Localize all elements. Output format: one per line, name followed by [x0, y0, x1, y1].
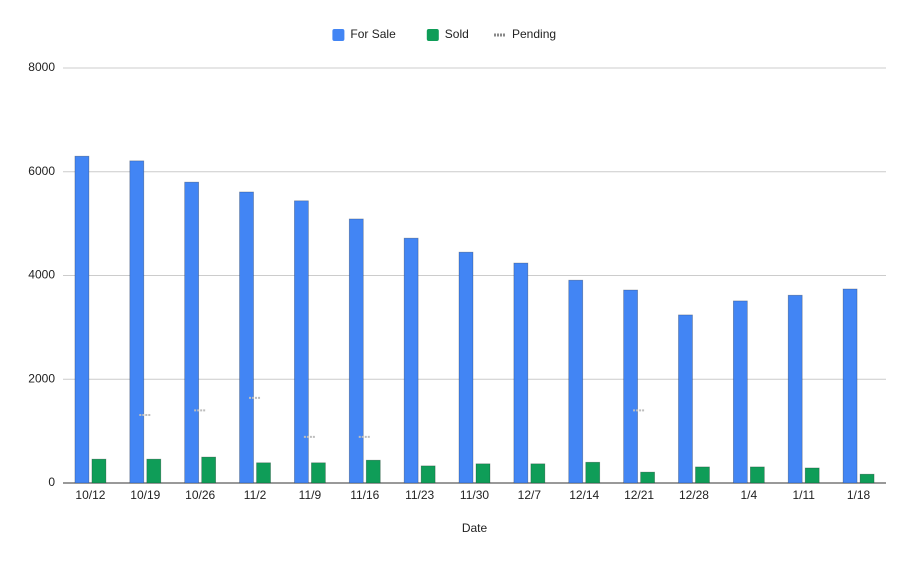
x-tick-label: 11/16 — [350, 488, 379, 502]
legend-label: Pending — [512, 27, 556, 41]
bar — [530, 463, 546, 484]
bar — [695, 466, 710, 484]
bar — [294, 200, 309, 484]
bar — [239, 191, 254, 484]
bar — [256, 462, 271, 484]
bar — [585, 461, 601, 484]
x-tick-label: 12/28 — [679, 488, 709, 502]
x-tick-label: 11/23 — [405, 488, 434, 502]
legend-swatch — [426, 29, 439, 41]
bar — [623, 289, 638, 484]
bar — [129, 160, 145, 484]
bar — [475, 463, 491, 484]
bar — [146, 458, 162, 484]
x-tick-label: 1/11 — [792, 488, 815, 502]
legend-label: For Sale — [350, 27, 396, 41]
bar — [365, 459, 381, 484]
x-tick-label: 12/7 — [518, 488, 542, 502]
x-tick-label: 10/26 — [185, 488, 215, 502]
y-tick-label: 2000 — [28, 371, 55, 385]
bar — [732, 300, 748, 484]
bar — [201, 456, 217, 484]
x-tick-label: 1/18 — [847, 488, 871, 502]
bar — [678, 314, 693, 484]
bar — [403, 237, 419, 484]
x-tick-label: 10/19 — [130, 488, 160, 502]
bar — [311, 462, 326, 484]
y-tick-label: 6000 — [28, 164, 55, 178]
bar — [568, 279, 584, 484]
y-tick-label: 4000 — [28, 268, 55, 282]
bar — [787, 294, 803, 484]
bar — [74, 155, 90, 484]
bar — [749, 466, 765, 484]
bar — [804, 467, 820, 484]
bar — [458, 251, 474, 484]
y-tick-label: 0 — [48, 475, 55, 489]
x-axis-label: Date — [462, 521, 488, 535]
y-tick-label: 8000 — [28, 60, 55, 74]
x-tick-label: 11/9 — [299, 488, 322, 502]
bar — [859, 473, 875, 484]
x-tick-label: 10/12 — [75, 488, 105, 502]
bar — [420, 465, 436, 484]
bar — [348, 218, 364, 484]
x-tick-label: 11/30 — [460, 488, 489, 502]
bar — [184, 181, 200, 484]
x-tick-label: 11/2 — [244, 488, 267, 502]
x-tick-label: 12/14 — [569, 488, 599, 502]
legend-swatch — [332, 29, 345, 41]
legend-label: Sold — [445, 27, 469, 41]
bar — [91, 458, 107, 484]
x-tick-label: 12/21 — [624, 488, 654, 502]
bar — [842, 288, 858, 484]
x-tick-label: 1/4 — [740, 488, 757, 502]
bar — [513, 262, 529, 484]
bar — [640, 471, 655, 484]
